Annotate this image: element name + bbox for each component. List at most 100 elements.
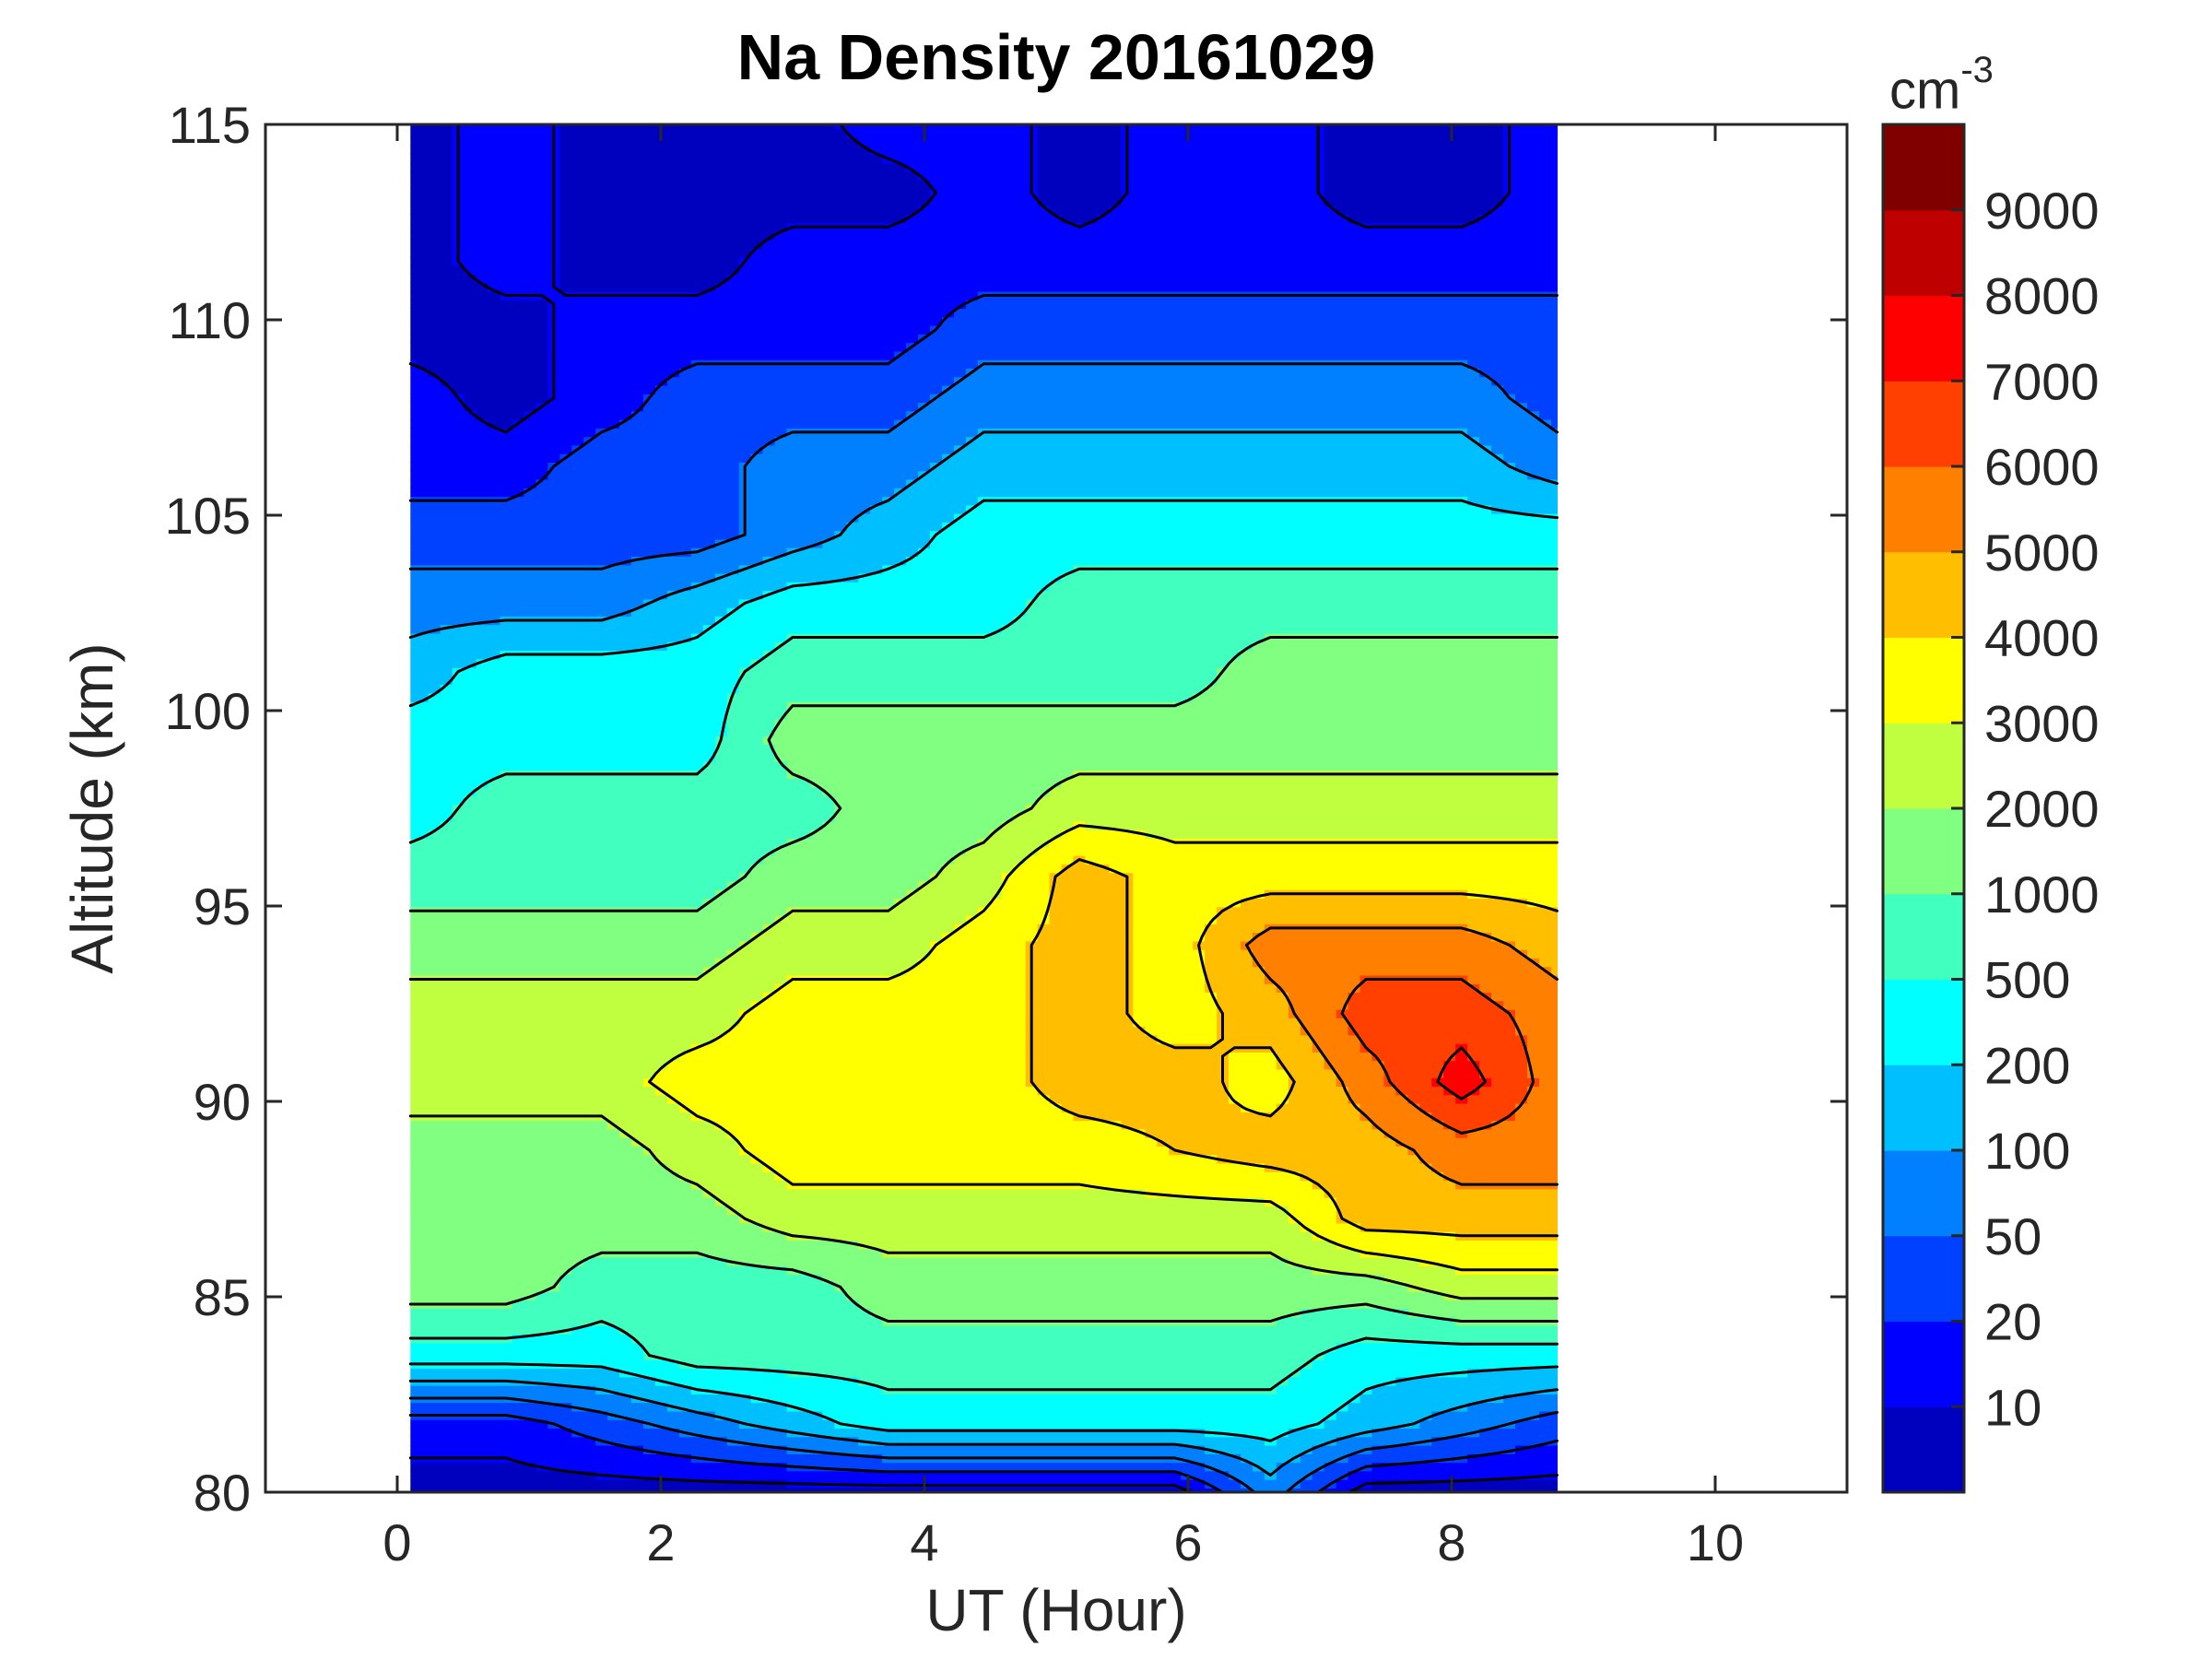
contour-cell (1324, 1488, 1349, 1493)
contour-cell (1049, 1094, 1230, 1104)
contour-cell (547, 334, 919, 344)
contour-cell (750, 248, 1558, 258)
contour-cell (1217, 1026, 1301, 1036)
contour-cell (1001, 820, 1075, 830)
contour-cell (410, 300, 548, 309)
contour-cell (1324, 196, 1504, 206)
contour-cell (726, 1206, 1289, 1216)
contour-cell (786, 1402, 1349, 1412)
contour-cell (1025, 1026, 1146, 1036)
colorbar-swatch (1883, 723, 1964, 809)
contour-cell (1324, 188, 1504, 198)
contour-cell (643, 402, 919, 412)
contour-cell (1264, 1197, 1337, 1206)
contour-cell (1288, 1068, 1337, 1078)
contour-cell (930, 462, 1516, 472)
contour-cell (977, 838, 1051, 848)
contour-cell (738, 1009, 1027, 1018)
contour-cell (1252, 949, 1528, 959)
contour-cell (678, 1103, 1063, 1112)
contour-cell (1515, 462, 1558, 472)
contour-cell (738, 564, 883, 574)
contour-cell (410, 1094, 668, 1104)
contour-cell (1025, 855, 1075, 865)
contour-cell (410, 410, 477, 420)
contour-cell (1205, 983, 1277, 993)
contour-cell (1252, 932, 1492, 942)
contour-cell (1037, 124, 1122, 130)
contour-cell (1025, 992, 1134, 1002)
contour-cell (559, 136, 859, 147)
contour-cell (714, 1410, 823, 1420)
contour-cell (666, 1162, 764, 1172)
contour-cell (1527, 470, 1558, 480)
contour-cell (1419, 1103, 1516, 1112)
contour-cell (738, 462, 931, 472)
contour-cell (942, 453, 1504, 463)
contour-cell (559, 282, 716, 292)
contour-cell (1467, 1453, 1558, 1464)
contour-cell (410, 718, 728, 728)
contour-cell (726, 1128, 1146, 1138)
contour-cell (918, 470, 1528, 480)
contour-cell (1133, 880, 1558, 890)
contour-cell (690, 632, 788, 642)
colorbar: 10 20 50 100 200 500 1000 2000 3000 4000 5000 6000 7… (1881, 123, 2100, 1494)
contour-cell (1324, 171, 1504, 181)
contour-cell (571, 1428, 680, 1438)
colorbar-tick-label: 2000 (1984, 780, 2100, 838)
contour-cell (726, 1026, 1027, 1036)
contour-cell (643, 1351, 1325, 1360)
contour-cell (1276, 1462, 1325, 1472)
contour-cell (1383, 1068, 1444, 1078)
contour-cell (1133, 906, 1218, 916)
colorbar-unit-exponent: -3 (1960, 50, 1994, 90)
contour-cell (750, 658, 1230, 668)
contour-cell (1467, 974, 1558, 984)
contour-cell (643, 394, 931, 404)
contour-cell (906, 214, 1063, 224)
contour-cell (774, 752, 1558, 762)
contour-cell (762, 855, 955, 865)
contour-cell (1037, 924, 1134, 934)
colorbar-swatch (1883, 979, 1964, 1065)
contour-cell (410, 1316, 883, 1326)
contour-cell (410, 402, 465, 412)
contour-cell (1133, 940, 1194, 950)
contour-cell (410, 1419, 548, 1430)
contour-cell (535, 1462, 788, 1472)
contour-cell (1025, 598, 1558, 608)
contour-cell (977, 906, 1051, 916)
contour-cell (512, 1300, 859, 1310)
contour-cell (1037, 795, 1558, 805)
contour-cell (410, 1060, 668, 1070)
contour-cell (410, 453, 560, 463)
contour-cell (1371, 1385, 1558, 1394)
contour-cell (410, 889, 716, 899)
contour-cell (410, 513, 740, 523)
contour-cell (1407, 1146, 1558, 1156)
contour-line (408, 294, 1559, 1494)
contour-cell (410, 932, 752, 942)
contour-cell (690, 547, 788, 557)
y-tick-label: 85 (194, 1268, 251, 1326)
contour-cell (410, 1231, 788, 1241)
contour-cell (410, 786, 477, 796)
contour-cell (547, 359, 692, 369)
contour-cell (1503, 453, 1558, 463)
contour-cell (1324, 136, 1504, 147)
contour-cell (410, 667, 453, 677)
contour-cell (714, 538, 823, 548)
contour-cell (714, 1197, 1265, 1206)
contour-cell (930, 530, 1558, 540)
contour-cell (1073, 1112, 1361, 1122)
contour-cell (1193, 692, 1558, 702)
colorbar-swatch (1883, 637, 1964, 724)
contour-cell (410, 128, 453, 138)
contour-cell (750, 932, 943, 942)
contour-cell (1037, 162, 1122, 172)
contour-cell (1467, 1052, 1528, 1062)
contour-cell (690, 1453, 883, 1464)
contour-cell (655, 1068, 1027, 1078)
contour-cell (858, 136, 1039, 147)
